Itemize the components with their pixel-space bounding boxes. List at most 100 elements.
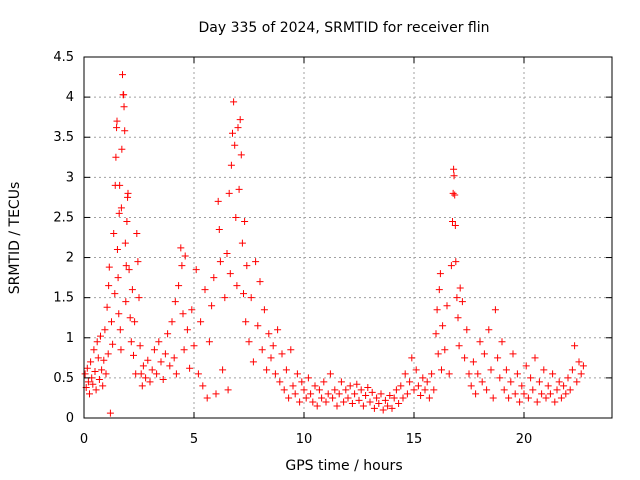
y-axis-label: SRMTID / TECUs bbox=[7, 182, 23, 295]
data-point bbox=[513, 370, 521, 378]
data-point bbox=[105, 282, 113, 290]
data-point bbox=[542, 394, 550, 402]
data-point bbox=[123, 217, 131, 225]
data-point bbox=[433, 306, 441, 314]
data-point bbox=[291, 390, 299, 398]
data-point bbox=[293, 370, 301, 378]
data-point bbox=[203, 394, 211, 402]
data-point bbox=[540, 366, 548, 374]
data-point bbox=[560, 382, 568, 390]
points-layer bbox=[81, 71, 587, 417]
data-point bbox=[445, 370, 453, 378]
data-point bbox=[428, 370, 436, 378]
data-point bbox=[410, 386, 418, 394]
data-point bbox=[571, 342, 579, 350]
data-point bbox=[313, 402, 321, 410]
data-point bbox=[320, 378, 328, 386]
data-point bbox=[434, 350, 442, 358]
data-point bbox=[390, 394, 398, 402]
data-point bbox=[117, 346, 125, 354]
data-point bbox=[500, 386, 508, 394]
data-point bbox=[315, 386, 323, 394]
data-point bbox=[122, 298, 130, 306]
data-point bbox=[269, 342, 277, 350]
data-point bbox=[188, 306, 196, 314]
chart-title: Day 335 of 2024, SRMTID for receiver fli… bbox=[199, 20, 490, 36]
data-point bbox=[238, 239, 246, 247]
data-point bbox=[113, 124, 121, 132]
data-point bbox=[335, 390, 343, 398]
data-point bbox=[379, 406, 387, 414]
x-tick-label: 20 bbox=[516, 432, 533, 447]
y-tick-label: 3 bbox=[66, 170, 74, 185]
data-point bbox=[117, 204, 125, 212]
x-tick-label: 10 bbox=[296, 432, 313, 447]
data-point bbox=[120, 103, 128, 111]
data-point bbox=[406, 378, 414, 386]
data-point bbox=[304, 374, 312, 382]
data-point bbox=[366, 398, 374, 406]
data-point bbox=[130, 351, 137, 359]
data-point bbox=[131, 318, 139, 326]
data-point bbox=[171, 298, 179, 306]
data-point bbox=[476, 338, 484, 346]
data-point bbox=[256, 278, 264, 286]
data-point bbox=[190, 342, 198, 350]
data-point bbox=[498, 338, 506, 346]
data-point bbox=[480, 350, 488, 358]
data-point bbox=[95, 375, 103, 383]
data-point bbox=[192, 266, 200, 274]
data-point bbox=[119, 71, 126, 79]
data-point bbox=[170, 354, 178, 362]
data-point bbox=[109, 340, 117, 348]
data-point bbox=[399, 394, 407, 402]
data-point bbox=[92, 386, 100, 394]
data-point bbox=[138, 382, 146, 390]
data-point bbox=[155, 338, 163, 346]
data-point bbox=[397, 382, 405, 390]
data-point bbox=[430, 386, 438, 394]
data-point bbox=[502, 366, 510, 374]
data-point bbox=[230, 98, 238, 106]
data-point bbox=[414, 382, 422, 390]
data-point bbox=[161, 350, 169, 358]
data-point bbox=[447, 262, 455, 270]
data-point bbox=[101, 326, 109, 334]
data-point bbox=[168, 318, 176, 326]
data-point bbox=[235, 185, 243, 193]
data-point bbox=[474, 370, 482, 378]
data-point bbox=[223, 250, 231, 258]
data-point bbox=[234, 124, 242, 132]
data-point bbox=[89, 380, 97, 388]
data-point bbox=[465, 370, 473, 378]
data-point bbox=[377, 390, 385, 398]
data-point bbox=[219, 366, 227, 374]
data-point bbox=[518, 382, 526, 390]
data-point bbox=[121, 239, 129, 247]
data-point bbox=[99, 382, 107, 390]
data-point bbox=[125, 266, 133, 274]
data-point bbox=[362, 392, 370, 400]
data-point bbox=[452, 258, 460, 266]
data-point bbox=[489, 394, 497, 402]
data-point bbox=[84, 378, 92, 386]
data-point bbox=[340, 398, 348, 406]
data-point bbox=[114, 274, 122, 282]
data-point bbox=[181, 252, 189, 260]
data-point bbox=[229, 129, 236, 137]
data-point bbox=[91, 367, 99, 375]
data-point bbox=[120, 91, 128, 99]
data-point bbox=[118, 145, 126, 153]
data-point bbox=[520, 390, 528, 398]
data-point bbox=[451, 191, 459, 199]
data-point bbox=[487, 366, 495, 374]
data-point bbox=[231, 141, 239, 149]
data-point bbox=[351, 390, 359, 398]
data-point bbox=[579, 362, 587, 370]
grid-layer bbox=[84, 57, 612, 418]
y-tick-label: 0 bbox=[66, 411, 74, 426]
data-point bbox=[233, 282, 241, 290]
data-point bbox=[472, 390, 480, 398]
